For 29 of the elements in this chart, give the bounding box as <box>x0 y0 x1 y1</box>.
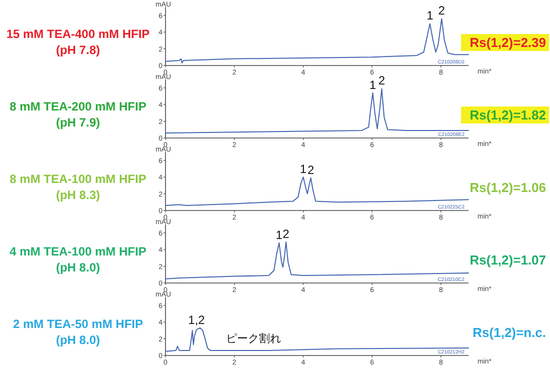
text: (pH 7.9) <box>56 116 100 130</box>
annotation: 1 <box>300 162 307 176</box>
line-series <box>165 176 469 206</box>
text: Rs(1,2)=2.39 <box>470 35 546 50</box>
annotation: 1,2 <box>188 312 206 327</box>
text: 2 mM TEA-50 mM HFIP <box>12 317 144 331</box>
text: Rs(1,2)=n.c. <box>472 325 546 340</box>
text: (pH 7.8) <box>56 43 100 57</box>
text: (pH 8.0) <box>56 260 100 274</box>
text: Rs(1,2)=1.82 <box>470 108 546 122</box>
text: 8 mM TEA-200 mM HFIP <box>10 100 146 114</box>
annotation: 1 <box>276 228 283 242</box>
annotation: 1 <box>426 8 434 23</box>
text: 8 mM TEA-100 mM HFIP <box>10 172 146 186</box>
annotation: 1 <box>369 78 376 92</box>
annotation: ピーク割れ <box>226 332 281 346</box>
line-series <box>165 18 469 64</box>
text: (pH 8.3) <box>56 188 100 202</box>
annotation: 2 <box>307 162 314 177</box>
text: Rs(1,2)=1.07 <box>470 252 546 268</box>
line-series <box>165 327 469 352</box>
line-series <box>165 88 469 134</box>
text: 15 mM TEA-400 mM HFIP <box>6 27 150 41</box>
text: (pH 8.0) <box>56 333 100 347</box>
annotation: 2 <box>282 227 290 242</box>
text: Rs(1,2)=1.06 <box>470 180 546 195</box>
annotation: 2 <box>438 4 446 18</box>
text: 4 mM TEA-100 mM HFIP <box>10 244 146 258</box>
line-series <box>165 242 469 280</box>
